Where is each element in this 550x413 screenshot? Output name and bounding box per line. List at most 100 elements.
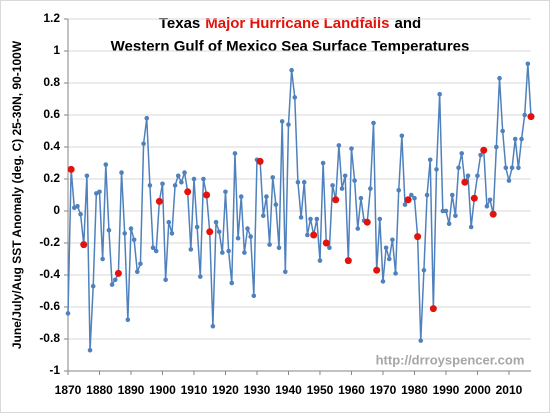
data-point — [216, 229, 222, 235]
data-point — [160, 181, 165, 187]
data-point — [519, 136, 524, 142]
data-point — [301, 179, 307, 185]
landfall-point — [480, 146, 488, 154]
data-point — [308, 216, 313, 222]
data-point — [383, 245, 389, 251]
y-tick-label: -1 — [49, 363, 60, 377]
y-tick-label: 0.8 — [43, 75, 60, 89]
data-point — [125, 317, 131, 323]
data-point — [78, 211, 83, 217]
data-point — [251, 293, 257, 299]
data-point — [487, 197, 493, 203]
data-point — [128, 226, 134, 231]
x-tick-label: 2010 — [496, 383, 523, 397]
data-point — [446, 221, 452, 227]
landfall-point — [489, 210, 497, 218]
data-point — [500, 128, 505, 134]
landfall-point — [322, 239, 330, 247]
data-line — [67, 63, 532, 351]
data-point — [270, 175, 276, 180]
data-point — [191, 176, 197, 182]
data-point — [201, 176, 206, 182]
data-point — [402, 202, 408, 207]
data-point — [172, 183, 178, 188]
data-point — [494, 144, 499, 150]
data-point — [97, 189, 102, 195]
y-tick-label: 0.2 — [43, 171, 60, 185]
x-tick-label: 1940 — [275, 383, 302, 397]
data-point — [368, 186, 373, 191]
data-point — [478, 152, 483, 158]
y-tick-label: 1.2 — [43, 11, 60, 25]
data-point — [90, 283, 96, 289]
x-tick-label: 1920 — [212, 383, 239, 397]
x-tick-label: 1900 — [149, 383, 176, 397]
landfall-point — [363, 218, 371, 226]
data-point — [138, 261, 143, 267]
data-point — [418, 338, 424, 343]
data-point — [103, 162, 109, 167]
data-point — [339, 186, 345, 191]
data-point — [153, 248, 159, 254]
x-tick-label: 1930 — [244, 383, 271, 397]
data-point — [349, 146, 354, 151]
data-point — [327, 245, 332, 251]
y-tick-label: 0.4 — [43, 139, 60, 153]
data-point — [147, 183, 153, 188]
data-point — [371, 120, 376, 126]
x-tick-label: 1970 — [370, 383, 397, 397]
data-point — [235, 235, 241, 241]
watermark: http://drroyspencer.com — [376, 352, 525, 367]
data-point — [245, 226, 250, 231]
landfall-point — [67, 165, 75, 173]
data-point — [390, 237, 395, 243]
data-point — [106, 227, 112, 233]
title-part: and — [394, 15, 421, 32]
data-point — [87, 347, 93, 353]
data-point — [449, 192, 455, 198]
data-point — [386, 256, 392, 262]
landfall-point — [373, 266, 381, 274]
data-point — [283, 269, 288, 275]
data-point — [188, 247, 194, 252]
data-point — [65, 311, 71, 316]
landfall-point — [332, 196, 340, 204]
data-point — [109, 282, 115, 287]
title-part: Major Hurricane Landfalls — [205, 15, 389, 32]
data-point — [260, 213, 266, 219]
landfall-point — [80, 241, 88, 249]
y-tick-label: -0.2 — [39, 235, 60, 249]
data-point — [286, 122, 291, 127]
data-point — [512, 136, 518, 142]
data-point — [503, 165, 509, 171]
data-point — [213, 219, 219, 225]
data-point — [456, 165, 461, 171]
data-point — [305, 232, 310, 238]
landfall-point — [461, 178, 469, 186]
data-point — [437, 91, 442, 97]
data-point — [150, 245, 156, 251]
data-point — [175, 173, 181, 179]
landfall-point — [256, 157, 264, 165]
data-point — [298, 215, 304, 220]
data-point — [166, 219, 172, 225]
data-point — [179, 179, 184, 185]
data-point — [292, 95, 298, 100]
landfall-point — [429, 305, 437, 313]
data-point — [355, 226, 361, 231]
landfall-point — [310, 231, 318, 239]
data-point — [380, 279, 386, 284]
data-point — [144, 115, 150, 121]
data-point — [75, 203, 80, 209]
data-point — [393, 271, 398, 276]
landfall-point — [527, 113, 535, 121]
data-point — [295, 179, 301, 185]
data-point — [475, 173, 480, 179]
data-point — [509, 165, 515, 171]
data-point — [122, 231, 127, 236]
x-tick-label: 1950 — [307, 383, 334, 397]
data-point — [465, 173, 471, 179]
data-point — [314, 216, 320, 222]
data-point — [497, 75, 502, 81]
